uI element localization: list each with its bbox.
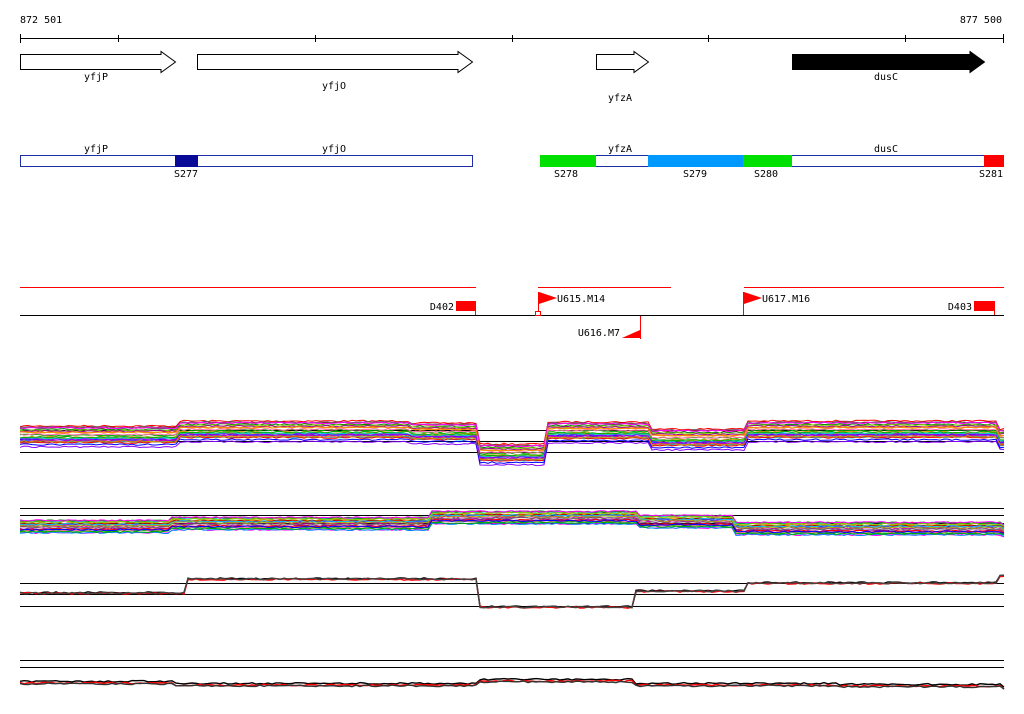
feature-label-U616.M7: U616.M7 xyxy=(578,328,620,339)
signal-trace xyxy=(19,677,1005,688)
feature-D403[interactable] xyxy=(974,301,995,315)
signal-trace xyxy=(19,521,1005,536)
segment-label-S277: S277 xyxy=(174,169,198,180)
expression-lines xyxy=(19,510,1005,538)
gene-arrow-yfjP[interactable] xyxy=(20,50,177,74)
signal-trace xyxy=(19,420,1005,447)
feature-D402[interactable] xyxy=(456,301,476,315)
signal-trace xyxy=(19,518,1005,533)
expression-lines xyxy=(19,677,1005,690)
track-gene-label-dusC: dusC xyxy=(874,144,898,155)
gene-label-dusC: dusC xyxy=(874,72,898,83)
feature-U616.M7[interactable] xyxy=(622,316,641,339)
gene-arrow-dusC[interactable] xyxy=(792,50,986,74)
signal-trace xyxy=(19,514,1005,530)
segment-label-S279: S279 xyxy=(683,169,707,180)
signal-trace xyxy=(19,426,1005,452)
gene-label-yfjP: yfjP xyxy=(84,72,108,83)
track-gene-label-yfzA: yfzA xyxy=(608,144,632,155)
signal-trace xyxy=(19,421,1005,448)
signal-trace xyxy=(19,680,1005,690)
feature-label-U615.M14: U615.M14 xyxy=(557,294,605,305)
expression-track-3 xyxy=(19,574,1005,609)
signal-trace xyxy=(19,428,1004,454)
signal-trace xyxy=(19,433,1005,459)
feature-label-D403: D403 xyxy=(948,302,972,313)
segment-label-S281: S281 xyxy=(979,169,1003,180)
gene-arrow-yfzA[interactable] xyxy=(596,50,650,74)
feature-U617.M16[interactable] xyxy=(743,292,763,315)
gene-arrow-row xyxy=(20,50,986,74)
signal-trace xyxy=(19,510,1005,526)
expression-track-4 xyxy=(19,660,1005,690)
signal-trace xyxy=(19,516,1005,532)
gene-label-yfzA: yfzA xyxy=(608,93,632,104)
coord-end-label: 877 500 xyxy=(960,15,1002,26)
signal-trace xyxy=(19,424,1004,450)
signal-trace xyxy=(19,574,1004,609)
signal-trace xyxy=(19,424,1005,451)
signal-trace xyxy=(19,522,1005,537)
gene-label-yfjO: yfjO xyxy=(322,81,346,92)
feature-label-U617.M16: U617.M16 xyxy=(762,294,810,305)
segment-S277[interactable] xyxy=(175,155,198,167)
segment-S278[interactable] xyxy=(540,155,596,167)
segment-track xyxy=(20,155,1004,167)
signal-trace xyxy=(19,438,1005,464)
signal-trace xyxy=(19,435,1005,461)
signal-trace xyxy=(19,574,1005,609)
expression-track-1 xyxy=(19,419,1005,467)
expression-track-2 xyxy=(19,508,1005,538)
feature-track xyxy=(20,287,1004,339)
segment-label-S278: S278 xyxy=(554,169,578,180)
feature-label-D402: D402 xyxy=(430,302,454,313)
segment-S280[interactable] xyxy=(743,155,792,167)
segment-S281[interactable] xyxy=(984,155,1004,167)
track-box-yfjP-yfjO xyxy=(20,155,473,167)
segment-S279[interactable] xyxy=(648,155,743,167)
coordinate-ruler xyxy=(20,34,1004,43)
coord-start-label: 872 501 xyxy=(20,15,62,26)
segment-label-S280: S280 xyxy=(754,169,778,180)
track-gene-label-yfjP: yfjP xyxy=(84,144,108,155)
gene-arrow-yfjO[interactable] xyxy=(197,50,474,74)
signal-trace xyxy=(19,440,1005,467)
signal-trace xyxy=(19,515,1005,531)
signal-trace xyxy=(19,519,1005,534)
track-gene-label-yfjO: yfjO xyxy=(322,144,346,155)
expression-lines xyxy=(19,574,1005,609)
signal-trace xyxy=(19,511,1005,527)
expression-lines xyxy=(19,419,1005,467)
feature-U615.M14[interactable] xyxy=(535,292,558,316)
